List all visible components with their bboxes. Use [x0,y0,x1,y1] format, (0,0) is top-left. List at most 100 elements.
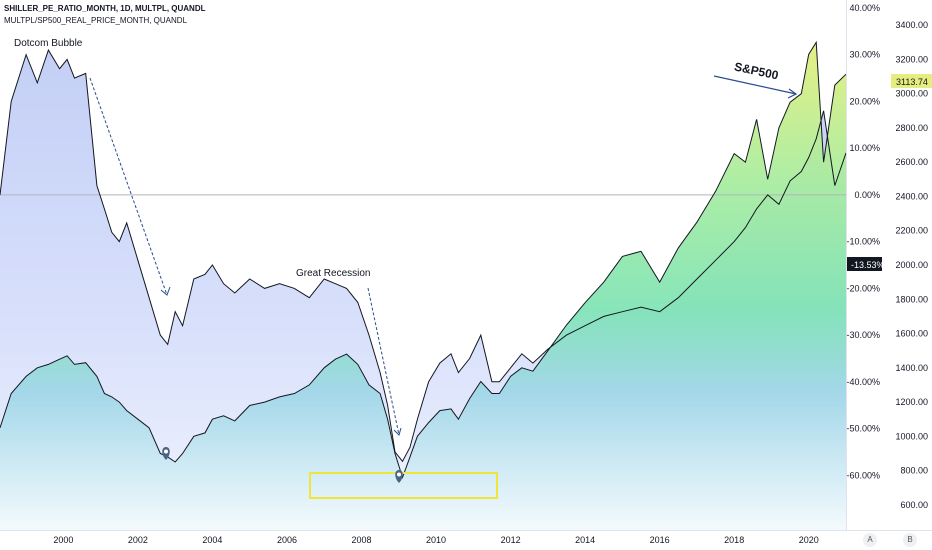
price-tick-label: 2000.00 [895,260,928,270]
pe-ratio-point [345,287,348,290]
pe-ratio-point [498,380,501,383]
sp500-point [744,161,747,164]
x-tick-label: 2004 [202,535,222,545]
marker-2009-icon[interactable] [395,470,403,483]
sp500-point [509,375,512,378]
pe-ratio-point [565,334,568,337]
pe-ratio-point [25,53,28,56]
pe-ratio-point [733,240,736,243]
sp500-point [777,126,780,129]
sp500-point [334,358,337,361]
sp500-point [755,118,758,121]
pe-ratio-point [110,231,113,234]
x-tick-label: 2006 [277,535,297,545]
recession-highlight-box[interactable] [309,472,498,499]
sp500-point [815,41,818,44]
x-tick-label: 2010 [426,535,446,545]
x-tick-label: 2002 [128,535,148,545]
price-tick-label: 1800.00 [895,294,928,304]
sp500-point [807,53,810,56]
sp500-point [368,383,371,386]
percent-tick-label: -40.00% [846,377,880,387]
pe-ratio-point [174,310,177,313]
price-tick-label: 800.00 [900,466,928,476]
pe-ratio-point [658,310,661,313]
pe-ratio-point [416,418,419,421]
sp500-point [658,281,661,284]
sp500-point [263,401,266,404]
recession-arrow-line[interactable] [367,287,400,436]
percent-tick-label: 10.00% [849,143,880,153]
pe-ratio-point [777,203,780,206]
log-scale-button[interactable]: B [903,533,917,547]
pct-badge-text: -13.53% [851,260,885,270]
sp500-point [677,246,680,249]
percent-axis[interactable]: 40.00% 30.00% 20.00% 10.00% 0.00% -10.00% -20.… [846,3,880,480]
sp500-point [110,395,113,398]
sp500-point [766,178,769,181]
price-badge: 3113.74 [891,74,932,88]
annotation-recession[interactable]: Great Recession [296,268,371,279]
pe-ratio-point [125,221,128,224]
percent-tick-label: 40.00% [849,3,880,13]
sp500-point [192,435,195,438]
price-tick-label: 1400.00 [895,363,928,373]
pe-ratio-point [468,357,471,360]
sp500-point [84,361,87,364]
pe-ratio-point [204,273,207,276]
price-axis[interactable]: 3400.00 3200.00 3000.00 2800.00 2600.00 2400.… [895,20,928,510]
sp500-point [248,404,251,407]
pe-ratio-point [807,156,810,159]
sp500-point [25,375,28,378]
pe-ratio-point [509,366,512,369]
x-axis[interactable]: 2000 2002 2004 2006 2008 2010 2012 2014 2016 2018… [53,535,818,545]
sp500-point [479,380,482,383]
plot-area [0,40,846,530]
sp500-point [47,363,50,366]
pe-ratio-point [409,446,412,449]
pct-badge: -13.53% [847,257,885,271]
dotcom-arrow-line[interactable] [89,77,168,296]
sp500-point [833,84,836,87]
bottom-axis-separator [0,530,932,531]
sp500-point [621,255,624,258]
pe-ratio-point [278,282,281,285]
right-axis-separator [846,0,847,530]
pe-ratio-point [136,259,139,262]
sp500-arrow-line[interactable] [713,75,797,95]
pe-ratio-point [584,324,587,327]
sp500-point [427,421,430,424]
pe-ratio-point [73,77,76,80]
recession-arrow-head [393,427,402,436]
pe-ratio-point [386,404,389,407]
sp500-line [0,40,846,480]
sp500-point [36,366,39,369]
price-tick-label: 3000.00 [895,89,928,99]
sp500-point [204,431,207,434]
dotcom-arrow-head [160,286,171,296]
pe-ratio-point [640,306,643,309]
annotation-dotcom[interactable]: Dotcom Bubble [14,38,83,49]
sp500-point [602,281,605,284]
sp500-point [211,418,214,421]
pe-ratio-point [815,137,818,140]
percent-tick-label: -10.00% [846,237,880,247]
pe-ratio-point [800,170,803,173]
marker-2003-icon[interactable] [162,447,170,460]
sp500-point [66,354,69,357]
pe-ratio-point [36,81,39,84]
pe-ratio-point [334,282,337,285]
pe-ratio-point [10,100,13,103]
series-title-price[interactable]: MULTPL/SP500_REAL_PRICE_MONTH, QUANDL [4,16,188,25]
sp500-point [416,435,419,438]
pe-ratio-point [755,207,758,210]
auto-scale-button[interactable]: A [863,533,877,547]
price-tick-label: 600.00 [900,500,928,510]
pe-ratio-point [95,184,98,187]
x-tick-label: 2014 [575,535,595,545]
series-title-pe[interactable]: SHILLER_PE_RATIO_MONTH, 1D, MULTPL, QUAN… [4,4,206,13]
price-tick-label: 1000.00 [895,431,928,441]
sp500-point [58,358,61,361]
pe-ratio-point [211,264,214,267]
